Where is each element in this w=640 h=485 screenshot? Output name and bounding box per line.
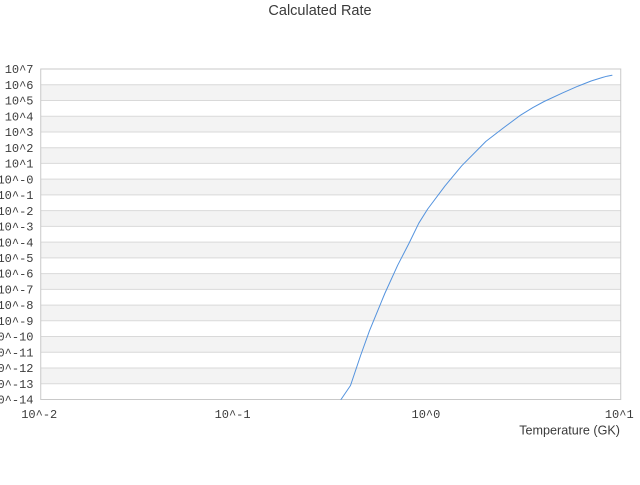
svg-text:10^2: 10^2 <box>5 142 34 156</box>
svg-text:10^-5: 10^-5 <box>0 252 34 266</box>
svg-text:10^-13: 10^-13 <box>0 378 34 392</box>
svg-text:10^3: 10^3 <box>5 126 34 140</box>
svg-text:10^-14: 10^-14 <box>0 394 34 408</box>
svg-text:10^5: 10^5 <box>5 95 34 109</box>
svg-text:10^7: 10^7 <box>5 63 34 77</box>
svg-text:10^0: 10^0 <box>412 408 441 422</box>
svg-text:10^-2: 10^-2 <box>21 408 57 422</box>
svg-text:10^-11: 10^-11 <box>0 346 34 360</box>
svg-text:10^6: 10^6 <box>5 79 34 93</box>
svg-text:10^-6: 10^-6 <box>0 268 34 282</box>
svg-text:Calculated Rate: Calculated Rate <box>268 3 371 19</box>
svg-text:10^-2: 10^-2 <box>0 205 34 219</box>
svg-text:Temperature (GK): Temperature (GK) <box>519 423 620 437</box>
svg-text:10^-3: 10^-3 <box>0 221 34 235</box>
svg-text:10^-4: 10^-4 <box>0 236 34 250</box>
svg-text:10^-1: 10^-1 <box>0 189 34 203</box>
svg-text:10^1: 10^1 <box>605 408 634 422</box>
svg-text:10^-12: 10^-12 <box>0 362 34 376</box>
svg-text:10^-10: 10^-10 <box>0 331 34 345</box>
svg-text:10^-1: 10^-1 <box>215 408 251 422</box>
svg-text:10^4: 10^4 <box>5 110 34 124</box>
svg-text:10^-7: 10^-7 <box>0 283 34 297</box>
svg-text:10^-9: 10^-9 <box>0 315 34 329</box>
svg-text:10^-0: 10^-0 <box>0 173 34 187</box>
svg-text:10^1: 10^1 <box>5 158 34 172</box>
svg-text:10^-8: 10^-8 <box>0 299 34 313</box>
